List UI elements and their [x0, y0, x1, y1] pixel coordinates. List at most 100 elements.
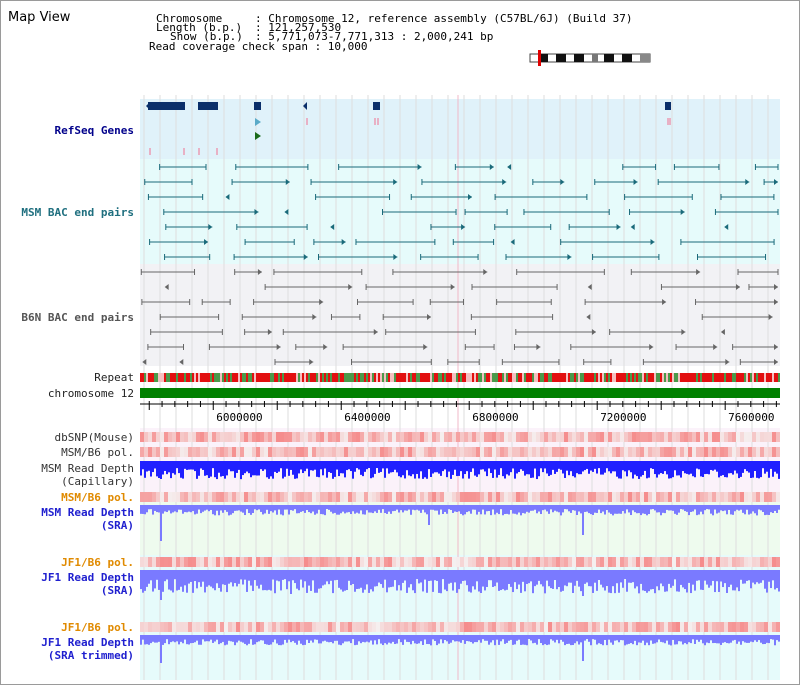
depth-bar: [542, 570, 544, 587]
depth-bar: [370, 570, 372, 590]
pol-cell: [720, 447, 724, 457]
pol-cell: [388, 447, 392, 457]
depth-bar: [658, 570, 660, 591]
pol-cell: [432, 557, 436, 567]
depth-bar: [558, 505, 560, 513]
depth-bar: [572, 505, 574, 511]
depth-bar: [276, 461, 278, 473]
depth-bar: [622, 635, 624, 641]
repeat-segment: [356, 373, 358, 382]
depth-bar: [694, 461, 696, 478]
repeat-segment: [530, 373, 532, 382]
depth-bar: [364, 570, 366, 590]
depth-bar: [164, 461, 166, 471]
depth-bar: [588, 461, 590, 474]
pol-cell: [376, 432, 380, 442]
pol-cell: [588, 492, 592, 502]
depth-bar: [372, 635, 374, 645]
depth-bar: [692, 635, 694, 640]
depth-bar: [410, 461, 412, 477]
pol-cell: [448, 622, 452, 632]
depth-bar: [752, 635, 754, 643]
pol-cell: [676, 557, 680, 567]
repeat-segment: [312, 373, 314, 382]
repeat-segment: [360, 373, 362, 382]
depth-bar: [174, 505, 176, 512]
depth-bar: [260, 635, 262, 641]
depth-bar: [652, 635, 654, 644]
depth-bar: [306, 635, 308, 640]
jf1-sra-trimmed-label: (SRA trimmed): [47, 649, 134, 662]
depth-bar: [230, 461, 232, 472]
pol-cell: [740, 622, 744, 632]
depth-bar: [564, 505, 566, 510]
depth-bar: [212, 505, 214, 515]
pol-cell: [776, 432, 780, 442]
pol-cell: [712, 447, 716, 457]
depth-bar: [570, 505, 572, 513]
depth-bar: [332, 635, 334, 644]
depth-bar: [304, 570, 306, 582]
depth-bar: [534, 505, 536, 510]
depth-bar: [754, 635, 756, 641]
depth-bar: [612, 635, 614, 645]
depth-bar: [328, 505, 330, 510]
depth-bar: [406, 570, 408, 593]
depth-bar: [502, 570, 504, 590]
repeat-segment: [396, 373, 398, 382]
depth-bar: [322, 570, 324, 586]
pol-cell: [672, 557, 676, 567]
depth-bar: [726, 461, 728, 478]
pol-cell: [196, 622, 200, 632]
repeat-segment: [370, 373, 372, 382]
pol-cell: [316, 492, 320, 502]
repeat-segment: [144, 373, 146, 382]
depth-bar: [482, 635, 484, 640]
pol-cell: [600, 447, 604, 457]
repeat-segment: [596, 373, 598, 382]
msm-bac-pair-arrow: [724, 224, 729, 230]
depth-bar: [508, 570, 510, 585]
ideogram-band: [556, 54, 566, 62]
pol-cell: [444, 622, 448, 632]
pol-cell: [592, 432, 596, 442]
repeat-segment: [594, 373, 596, 382]
b6n-bac-end-pairs-label[interactable]: B6N BAC end pairs: [21, 311, 134, 324]
depth-bar: [724, 635, 726, 643]
pol-cell: [156, 492, 160, 502]
depth-bar: [440, 635, 442, 640]
depth-bar: [474, 570, 476, 590]
depth-bar: [244, 505, 246, 516]
pol-cell: [276, 492, 280, 502]
pol-cell: [580, 557, 584, 567]
depth-bar: [488, 570, 490, 581]
depth-bar: [270, 635, 272, 645]
msm-bac-pair-arrow: [393, 254, 398, 260]
depth-bar: [168, 570, 170, 590]
pol-cell: [276, 557, 280, 567]
depth-bar: [744, 461, 746, 470]
depth-bar: [698, 570, 700, 581]
depth-bar: [288, 461, 290, 476]
pol-cell: [344, 432, 348, 442]
refseq-genes-label[interactable]: RefSeq Genes: [54, 124, 134, 137]
pol-cell: [752, 557, 756, 567]
depth-bar: [164, 570, 166, 582]
depth-bar: [250, 505, 252, 515]
pol-cell: [732, 492, 736, 502]
depth-bar: [494, 461, 496, 470]
pol-cell: [552, 492, 556, 502]
depth-bar: [684, 635, 686, 644]
pol-cell: [488, 492, 492, 502]
depth-bar: [444, 570, 446, 590]
pol-cell: [564, 432, 568, 442]
depth-bar: [304, 505, 306, 513]
pol-cell: [436, 557, 440, 567]
depth-bar: [404, 570, 406, 581]
depth-bar: [602, 461, 604, 475]
msm-bac-end-pairs-label[interactable]: MSM BAC end pairs: [21, 206, 134, 219]
repeat-segment: [686, 373, 688, 382]
depth-bar: [470, 461, 472, 472]
pol-cell: [440, 557, 444, 567]
